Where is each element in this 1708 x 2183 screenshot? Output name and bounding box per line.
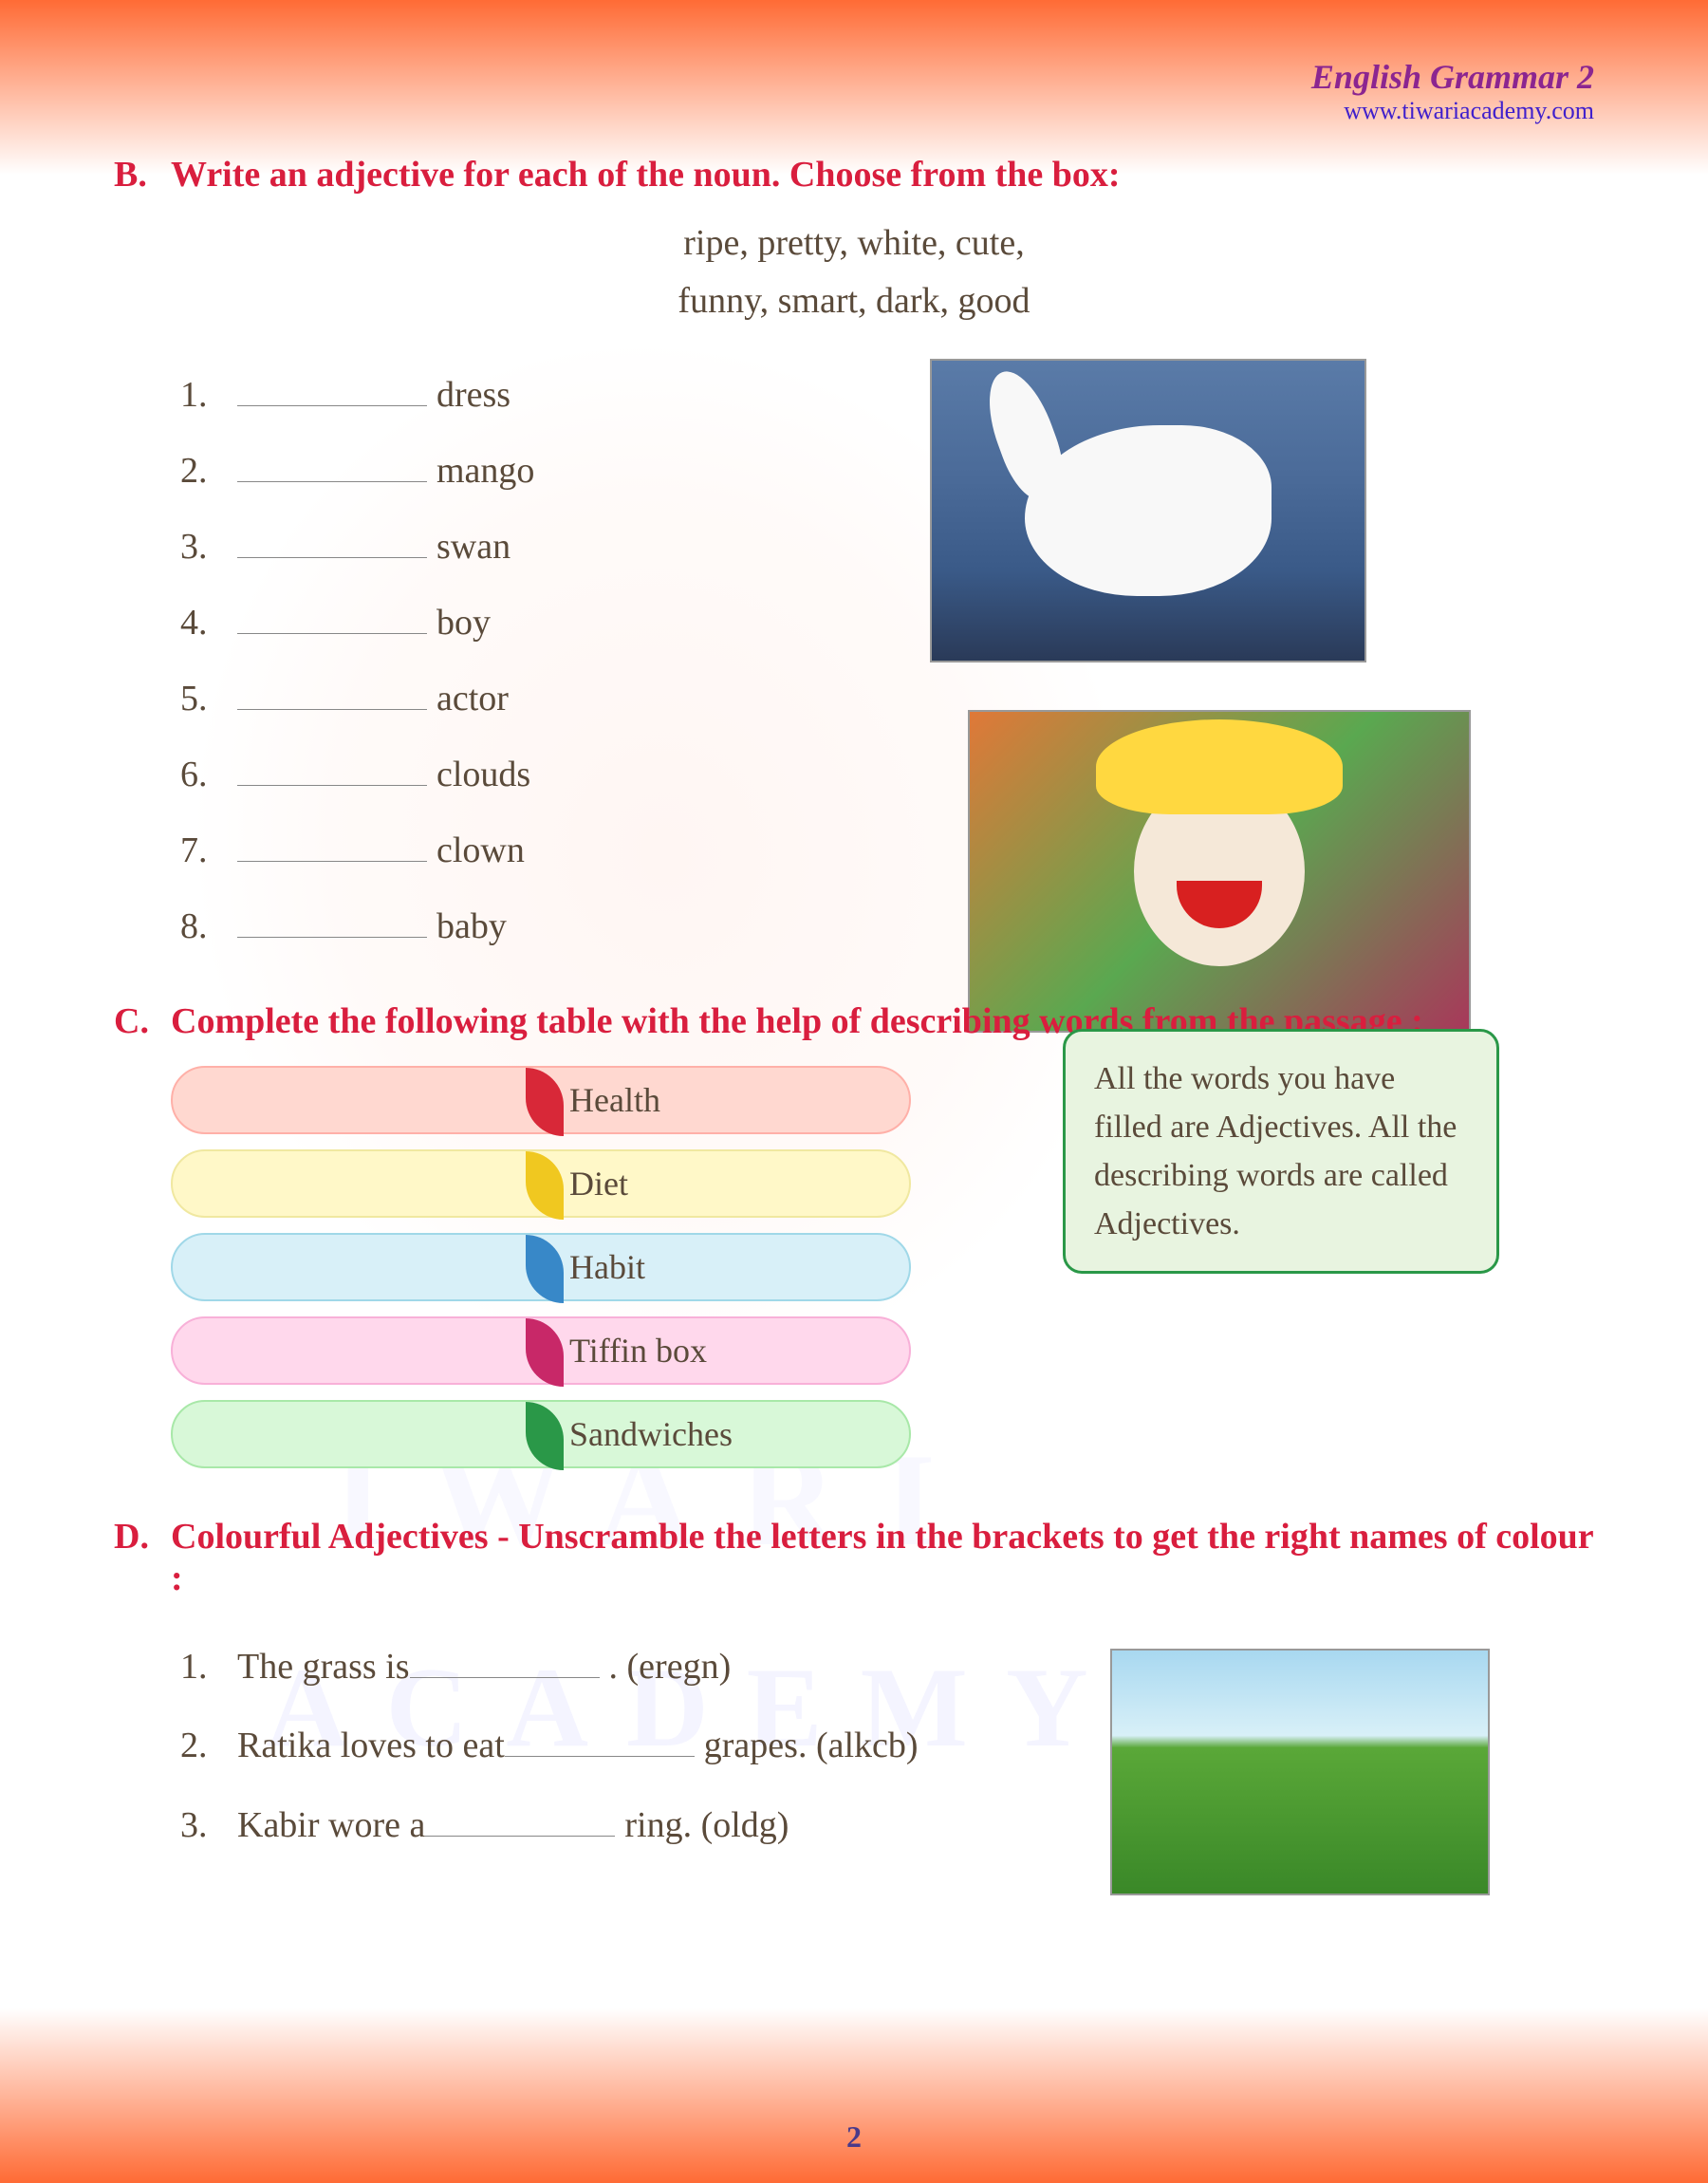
clown-image xyxy=(968,710,1471,1033)
noun-word: clown xyxy=(436,814,525,886)
section-d-letter: D. xyxy=(114,1516,171,1599)
page-header: English Grammar 2 www.tiwariacademy.com xyxy=(114,57,1594,125)
blank-input[interactable] xyxy=(237,633,427,634)
blank-input[interactable] xyxy=(410,1677,600,1678)
header-title: English Grammar 2 xyxy=(114,57,1594,97)
blank-input[interactable] xyxy=(237,785,427,786)
blank-input[interactable] xyxy=(237,709,427,710)
section-b-title: B. Write an adjective for each of the no… xyxy=(114,154,1594,196)
row-label: Sandwiches xyxy=(541,1402,909,1466)
item-number: 2. xyxy=(180,1707,237,1786)
item-number: 5. xyxy=(180,662,237,735)
noun-word: baby xyxy=(436,890,507,962)
table-row: Diet xyxy=(171,1149,911,1218)
noun-word: mango xyxy=(436,435,534,507)
item-number: 7. xyxy=(180,814,237,886)
table-row: Tiffin box xyxy=(171,1316,911,1385)
item-number: 1. xyxy=(180,1628,237,1707)
row-label: Diet xyxy=(541,1151,909,1216)
row-label: Health xyxy=(541,1068,909,1132)
list-item: 2. mango xyxy=(180,435,1594,507)
blank-cell[interactable] xyxy=(173,1068,541,1132)
table-row: Sandwiches xyxy=(171,1400,911,1468)
item-number: 3. xyxy=(180,1786,237,1866)
clown-face xyxy=(1134,776,1305,966)
list-item: 4. boy xyxy=(180,587,1594,659)
word-choices: ripe, pretty, white, cute, funny, smart,… xyxy=(427,215,1281,330)
row-label: Tiffin box xyxy=(541,1318,909,1383)
blank-cell[interactable] xyxy=(173,1402,541,1466)
item-number: 8. xyxy=(180,890,237,962)
section-d-title: D. Colourful Adjectives - Unscramble the… xyxy=(114,1516,1594,1599)
item-number: 1. xyxy=(180,359,237,431)
list-item: 1. dress xyxy=(180,359,1594,431)
table-row: Habit xyxy=(171,1233,911,1301)
noun-word: dress xyxy=(436,359,511,431)
swan-image xyxy=(930,359,1366,662)
blank-cell[interactable] xyxy=(173,1151,541,1216)
blank-input[interactable] xyxy=(237,481,427,482)
item-number: 4. xyxy=(180,587,237,659)
section-c-letter: C. xyxy=(114,1000,171,1042)
grass-image xyxy=(1110,1649,1490,1895)
noun-word: clouds xyxy=(436,738,530,811)
adjectives-note: All the words you have filled are Adject… xyxy=(1063,1029,1499,1274)
blank-input[interactable] xyxy=(425,1836,615,1837)
blank-input[interactable] xyxy=(237,861,427,862)
page-number: 2 xyxy=(846,2119,862,2155)
swan-shape xyxy=(1025,425,1272,596)
section-b-letter: B. xyxy=(114,154,171,196)
blank-input[interactable] xyxy=(237,937,427,938)
header-url: www.tiwariacademy.com xyxy=(114,97,1594,125)
row-label: Habit xyxy=(541,1235,909,1299)
list-item: 3. swan xyxy=(180,511,1594,583)
blank-input[interactable] xyxy=(505,1756,695,1757)
table-row: Health xyxy=(171,1066,911,1134)
blank-input[interactable] xyxy=(237,405,427,406)
noun-word: boy xyxy=(436,587,491,659)
item-number: 3. xyxy=(180,511,237,583)
blank-cell[interactable] xyxy=(173,1318,541,1383)
item-number: 2. xyxy=(180,435,237,507)
blank-cell[interactable] xyxy=(173,1235,541,1299)
noun-word: swan xyxy=(436,511,511,583)
noun-word: actor xyxy=(436,662,509,735)
item-number: 6. xyxy=(180,738,237,811)
blank-input[interactable] xyxy=(237,557,427,558)
